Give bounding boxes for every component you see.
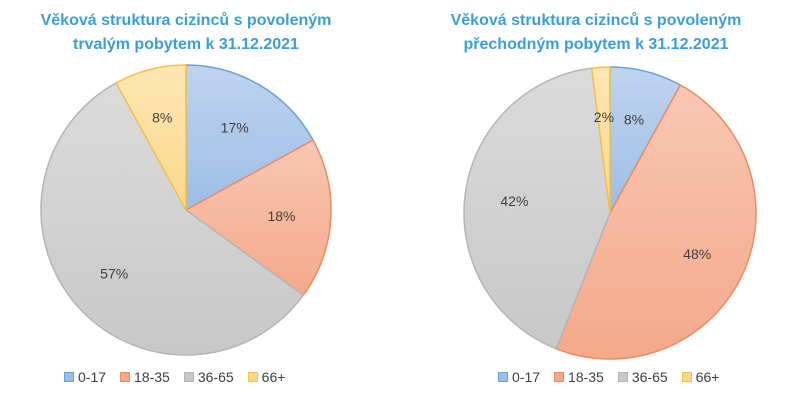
legend-label: 18-35 xyxy=(568,369,604,385)
data-label-0-17: 8% xyxy=(624,112,644,128)
legend-swatch xyxy=(64,372,74,382)
data-label-66-plus: 2% xyxy=(594,109,614,125)
legend-swatch xyxy=(183,372,194,382)
chart-title-line-2: přechodným pobytem k 31.12.2021 xyxy=(463,36,729,53)
data-label-0-17: 17% xyxy=(221,120,249,136)
chart-title: Věková struktura cizinců s povoleným trv… xyxy=(0,9,372,57)
legend-item-18-35: 18-35 xyxy=(554,369,604,385)
legend-swatch xyxy=(120,372,131,382)
legend-label: 66+ xyxy=(695,369,720,385)
pie-slice-18-35 xyxy=(185,139,332,296)
pie-slice-66-plus xyxy=(115,64,187,211)
legend-swatch xyxy=(617,372,628,382)
pie-plot: 8% 48% 42% 2% xyxy=(463,66,757,360)
data-label-18-35: 18% xyxy=(267,208,295,224)
legend-label: 0-17 xyxy=(512,369,541,385)
legend-item-36-65: 36-65 xyxy=(183,369,234,385)
data-label-36-65: 42% xyxy=(500,193,528,209)
chart-title-line-2: trvalým pobytem k 31.12.2021 xyxy=(73,36,299,53)
legend-item-18-35: 18-35 xyxy=(120,369,170,385)
data-label-36-65: 57% xyxy=(100,265,128,281)
pie-chart-temporary-residence: Věková struktura cizinců s povoleným pře… xyxy=(400,0,800,402)
legend: 0-17 18-35 36-65 66+ xyxy=(64,367,285,387)
legend-label: 36-65 xyxy=(631,369,668,385)
pie-chart-permanent-residence: Věková struktura cizinců s povoleným trv… xyxy=(0,0,400,402)
chart-title: Věková struktura cizinců s povoleným pře… xyxy=(410,9,782,57)
pie-slice-66-plus xyxy=(590,66,611,214)
pie-slice-0-17 xyxy=(185,64,314,211)
pie-slice-36-65 xyxy=(40,82,305,356)
legend-swatch xyxy=(554,372,565,382)
chart-title-line-1: Věková struktura cizinců s povoleným xyxy=(40,12,332,29)
data-label-18-35: 48% xyxy=(683,246,711,262)
chart-title-line-1: Věková struktura cizinců s povoleným xyxy=(450,12,742,29)
pie-plot: 17% 18% 57% 8% xyxy=(40,64,332,356)
legend-label: 36-65 xyxy=(197,369,234,385)
legend: 0-17 18-35 36-65 66+ xyxy=(498,367,719,387)
legend-swatch xyxy=(681,372,692,382)
legend-item-66-plus: 66+ xyxy=(681,369,720,385)
legend-item-0-17: 0-17 xyxy=(498,369,540,385)
legend-item-66-plus: 66+ xyxy=(247,369,286,385)
legend-label: 66+ xyxy=(261,369,286,385)
legend-swatch xyxy=(247,372,258,382)
pie-slice-36-65 xyxy=(463,67,611,350)
legend-swatch xyxy=(498,372,508,382)
pie-slice-18-35 xyxy=(555,84,757,360)
legend-item-36-65: 36-65 xyxy=(617,369,668,385)
legend-label: 18-35 xyxy=(134,369,170,385)
data-label-66-plus: 8% xyxy=(152,109,172,125)
legend-item-0-17: 0-17 xyxy=(64,369,106,385)
legend-label: 0-17 xyxy=(78,369,107,385)
